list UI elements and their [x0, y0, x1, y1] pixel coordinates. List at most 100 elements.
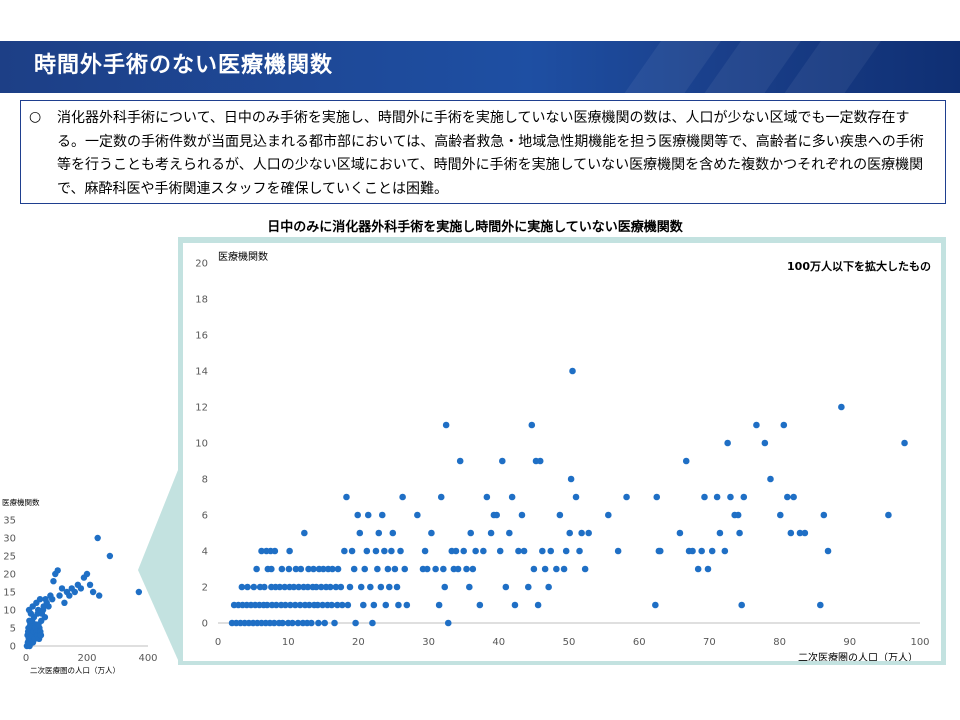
x-tick-label: 0 [23, 653, 29, 664]
data-point [676, 529, 684, 537]
data-point [541, 565, 549, 573]
data-point [329, 565, 336, 573]
x-tick-label: 80 [773, 637, 786, 648]
data-point [397, 547, 404, 555]
data-point [258, 547, 265, 555]
data-point [511, 601, 519, 609]
data-point [567, 475, 575, 483]
data-point [901, 439, 908, 447]
zoomed-chart-panel: 0 10 20 30 40 50 60 70 80 90 100 0 2 4 6 8 10 12 14 16 18 20 医… [178, 237, 946, 665]
data-point [724, 439, 731, 447]
summary-box: ○ 消化器外科手術について、日中のみ手術を実施し、時間外に手術を実施していない医… [20, 100, 946, 204]
data-point [796, 529, 804, 537]
data-point [761, 439, 769, 447]
data-point [289, 619, 296, 627]
data-point [66, 592, 73, 599]
data-point [605, 511, 612, 519]
data-point [432, 565, 439, 573]
data-point [399, 493, 406, 501]
x-tick-label: 40 [492, 637, 505, 648]
data-point [370, 601, 378, 609]
data-point [305, 565, 312, 573]
data-point [296, 601, 304, 609]
data-point [499, 457, 506, 465]
data-point [378, 511, 386, 519]
data-point [94, 534, 101, 542]
x-axis-label: 二次医療圏の人口（万人） [30, 665, 120, 675]
data-point [89, 588, 97, 596]
data-point [263, 601, 271, 609]
data-point [356, 529, 364, 537]
data-point [472, 547, 479, 555]
data-point [463, 565, 470, 573]
data-point [476, 601, 484, 609]
data-point [328, 601, 336, 609]
data-point [528, 421, 536, 429]
y-tick-label: 14 [195, 367, 208, 378]
data-point [704, 565, 712, 573]
data-point [753, 421, 760, 429]
bullet-icon: ○ [29, 109, 42, 125]
data-point [508, 493, 516, 501]
data-point [287, 601, 294, 609]
data-point [716, 529, 724, 537]
page-title: 時間外手術のない医療機関数 [34, 53, 334, 78]
data-point [441, 583, 449, 591]
x-tick-label: 60 [633, 637, 646, 648]
y-tick-label: 5 [10, 624, 16, 635]
data-point [310, 565, 317, 573]
data-point [38, 610, 46, 617]
y-tick-label: 0 [202, 619, 208, 630]
data-point [352, 619, 359, 627]
data-point [338, 601, 346, 609]
data-point [682, 457, 690, 465]
data-point [414, 511, 421, 519]
data-point [777, 511, 784, 519]
data-point [42, 596, 49, 603]
data-point [334, 565, 342, 573]
data-point [354, 511, 361, 519]
data-point [320, 565, 327, 573]
data-point [377, 583, 385, 591]
data-point [708, 547, 716, 555]
data-point [496, 547, 504, 555]
data-point [343, 493, 350, 501]
data-point [553, 565, 560, 573]
data-point [701, 493, 708, 501]
data-point [437, 493, 445, 501]
data-point [581, 565, 589, 573]
data-point [547, 547, 555, 555]
y-axis-label: 医療機関数 [218, 250, 268, 263]
data-point [585, 529, 592, 537]
summary-text: 消化器外科手術について、日中のみ手術を実施し、時間外に手術を実施していない医療機… [57, 110, 924, 197]
data-point [536, 457, 544, 465]
y-axis-label: 医療機関数 [2, 497, 40, 507]
data-point [346, 583, 354, 591]
data-point [738, 601, 745, 609]
data-point [305, 601, 313, 609]
data-point [784, 493, 791, 501]
main-scatter-chart: 0 10 20 30 40 50 60 70 80 90 100 0 2 4 6 8 10 12 14 16 18 20 医… [195, 250, 931, 664]
data-point [530, 565, 538, 573]
data-point [780, 421, 788, 429]
data-point [331, 619, 338, 627]
data-point [569, 367, 576, 375]
data-point [295, 583, 303, 591]
data-point [576, 547, 583, 555]
data-point [713, 493, 721, 501]
data-point [493, 511, 500, 519]
data-point [801, 529, 809, 537]
data-point [286, 547, 293, 555]
data-point [250, 583, 258, 591]
data-point [736, 529, 743, 537]
data-point [282, 601, 289, 609]
data-point [572, 493, 580, 501]
data-point [40, 603, 47, 610]
data-point [272, 601, 280, 609]
data-point [767, 475, 774, 483]
data-point [238, 583, 246, 591]
data-point [86, 581, 94, 588]
data-point [403, 601, 411, 609]
data-point [312, 583, 320, 591]
data-point [502, 583, 510, 591]
